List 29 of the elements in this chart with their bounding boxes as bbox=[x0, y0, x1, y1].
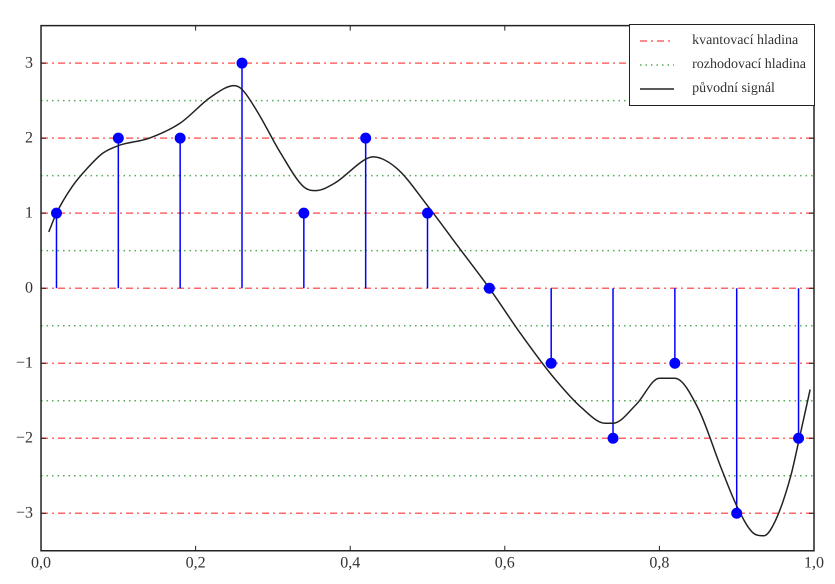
y-tick-label: −2 bbox=[16, 429, 34, 446]
y-tick-label: 1 bbox=[25, 204, 34, 222]
point bbox=[608, 432, 619, 444]
point bbox=[298, 208, 310, 219]
point bbox=[484, 282, 495, 294]
legend-label: rozhodovací hladina bbox=[692, 57, 806, 73]
y-tick-label: 0 bbox=[25, 279, 34, 296]
x-tick-label: 0,0 bbox=[31, 554, 52, 572]
point bbox=[50, 208, 62, 219]
x-tick-label: 0,6 bbox=[494, 554, 515, 572]
point bbox=[731, 508, 742, 519]
x-tick-label: 0,2 bbox=[186, 554, 206, 572]
y-tick-label: −3 bbox=[16, 504, 34, 522]
y-tick-label: −1 bbox=[16, 354, 34, 372]
legend-label: původní signál bbox=[692, 81, 775, 97]
point bbox=[422, 208, 434, 219]
point bbox=[360, 132, 372, 144]
legend-label: kvantovací hladina bbox=[692, 33, 798, 49]
x-tick-label: 1,0 bbox=[804, 554, 824, 572]
point bbox=[236, 58, 248, 69]
point bbox=[174, 132, 186, 144]
point bbox=[112, 132, 124, 144]
x-tick-label: 0,8 bbox=[649, 554, 670, 572]
point bbox=[669, 358, 680, 369]
y-tick-label: 2 bbox=[25, 129, 34, 146]
y-tick-label: 3 bbox=[25, 54, 34, 72]
point bbox=[546, 358, 557, 369]
x-tick-label: 0,4 bbox=[340, 554, 360, 572]
point bbox=[793, 432, 804, 444]
